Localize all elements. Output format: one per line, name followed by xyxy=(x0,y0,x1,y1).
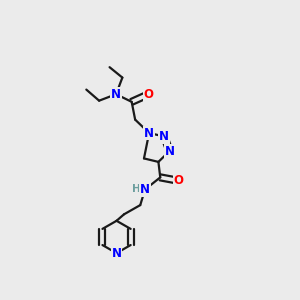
Text: O: O xyxy=(144,88,154,101)
Text: O: O xyxy=(174,174,184,187)
Text: N: N xyxy=(111,88,121,101)
Text: N: N xyxy=(159,130,169,143)
Text: N: N xyxy=(112,247,122,260)
Text: H: H xyxy=(132,184,141,194)
Text: N: N xyxy=(165,145,175,158)
Text: N: N xyxy=(140,183,150,196)
Text: N: N xyxy=(144,127,154,140)
